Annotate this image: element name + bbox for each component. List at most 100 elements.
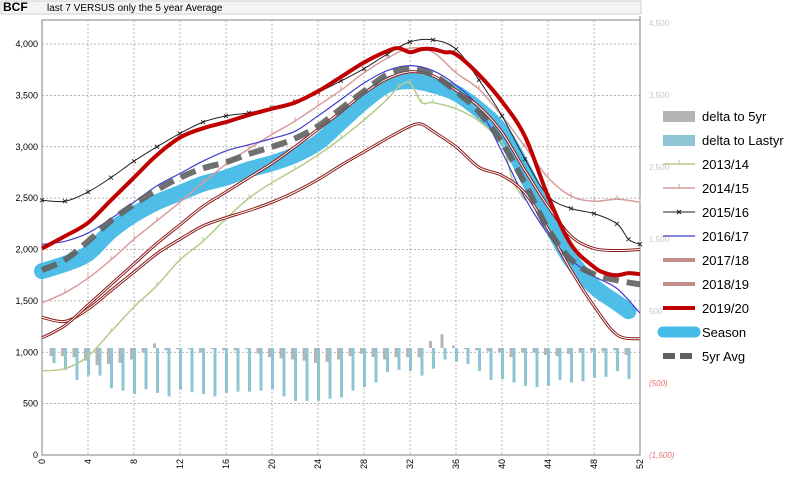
bar-delta-lastyr (455, 348, 458, 362)
series-2015-16-point (200, 119, 206, 125)
bar-delta-5yr (187, 348, 191, 350)
series-2015-16-point (637, 242, 643, 247)
bar-delta-5yr (452, 345, 455, 348)
series-2015-16-point (614, 221, 620, 227)
bar-delta-lastyr (190, 348, 194, 392)
series-2015-16-point (568, 206, 574, 211)
bar-delta-5yr (601, 348, 605, 352)
bar-delta-5yr (268, 348, 271, 358)
legend-2016-17-label: 2016/17 (702, 229, 749, 244)
bar-delta-5yr (141, 348, 145, 353)
bar-delta-5yr (440, 334, 444, 348)
bar-delta-lastyr (305, 348, 309, 401)
x-tick-label: 28 (359, 459, 369, 469)
bar-delta-lastyr (604, 348, 608, 377)
x-tick-label: 32 (405, 459, 415, 469)
bar-delta-lastyr (121, 348, 125, 391)
bar-delta-5yr (498, 348, 501, 353)
delta-bars (49, 334, 631, 401)
bar-delta-5yr (302, 348, 306, 361)
series-2017-18-line-inner (41, 123, 641, 340)
legend: delta to 5yr delta to Lastyr 2013/14 2014/1… (657, 109, 784, 364)
x-tick-label: 40 (497, 459, 507, 469)
bar-delta-lastyr (581, 348, 585, 382)
y-tick-label: 1,500 (15, 296, 38, 306)
y2-tick-label: 3,500 (649, 91, 670, 100)
bar-delta-5yr (578, 348, 582, 353)
bar-delta-5yr (256, 348, 260, 354)
y2-tick-label: 4,500 (649, 19, 670, 28)
chart-subtitle: last 7 VERSUS only the 5 year Average (47, 3, 223, 14)
legend-2015-16-label: 2015/16 (702, 205, 749, 220)
x-axis-ticks: 0 4 8 12 16 20 24 28 32 36 40 44 48 52 (37, 459, 645, 469)
bar-delta-lastyr (443, 348, 447, 360)
bar-delta-lastyr (397, 348, 401, 370)
series-2015-16-point (154, 144, 160, 150)
bar-delta-lastyr (98, 348, 102, 376)
bar-delta-lastyr (512, 348, 516, 383)
bar-delta-5yr (291, 348, 294, 360)
bar-delta-5yr (406, 348, 409, 358)
bar-delta-5yr (49, 348, 53, 357)
x-tick-label: 44 (543, 459, 553, 469)
legend-2015-16-marker (676, 209, 682, 215)
bar-delta-5yr (95, 348, 99, 366)
bar-delta-lastyr (248, 348, 251, 392)
legend-delta-to-lastyr-swatch (663, 135, 695, 146)
bar-delta-5yr (337, 348, 340, 360)
y2-tick-label: 2,500 (649, 163, 670, 172)
bar-delta-lastyr (501, 348, 504, 380)
bar-delta-lastyr (374, 348, 378, 383)
bar-delta-lastyr (340, 348, 343, 398)
bar-delta-5yr (279, 348, 283, 359)
bar-delta-5yr (417, 348, 421, 358)
bar-delta-5yr (222, 348, 225, 351)
bar-delta-5yr (176, 348, 179, 350)
legend-2014-15-label: 2014/15 (702, 181, 749, 196)
series-season-line (34, 73, 637, 320)
x-tick-label: 52 (635, 459, 645, 469)
y-tick-label: 4,000 (15, 39, 38, 49)
bar-delta-lastyr (432, 348, 435, 369)
series-2015-16-point (591, 211, 597, 216)
bar-delta-lastyr (535, 348, 539, 388)
bar-delta-lastyr (294, 348, 297, 401)
bar-delta-lastyr (409, 348, 412, 371)
series-2015-16-line (41, 38, 641, 245)
bar-delta-5yr (532, 348, 536, 353)
bar-delta-lastyr (225, 348, 228, 393)
bar-delta-5yr (475, 348, 478, 351)
bar-delta-5yr (245, 348, 248, 350)
series-2015-16-point (499, 113, 505, 119)
bar-delta-lastyr (144, 348, 148, 390)
bar-delta-lastyr (478, 348, 481, 371)
bar-delta-5yr (486, 348, 490, 352)
y-axis-ticks: 0 500 1,000 1,500 2,000 2,500 3,000 3,500 4,000 (15, 39, 38, 460)
bar-delta-lastyr (271, 348, 274, 390)
bar-delta-lastyr (466, 348, 470, 365)
bar-delta-lastyr (616, 348, 619, 371)
legend-delta-to-lastyr-label: delta to Lastyr (702, 133, 784, 148)
bar-delta-5yr (210, 348, 214, 350)
bar-delta-5yr (348, 348, 352, 357)
bar-delta-5yr (429, 341, 432, 348)
series-2015-16-point (430, 37, 436, 43)
bar-delta-lastyr (282, 348, 286, 397)
y2-axis-ticks: 4,500 3,500 2,500 1,500 500 (500) (1,500) (649, 19, 675, 460)
x-tick-label: 36 (451, 459, 461, 469)
bar-delta-5yr (61, 348, 64, 357)
x-tick-label: 12 (175, 459, 185, 469)
series-2015-16-point (62, 198, 68, 204)
y-tick-label: 3,000 (15, 142, 38, 152)
y2-tick-label: 500 (649, 307, 663, 316)
bar-delta-lastyr (547, 348, 550, 386)
bar-delta-5yr (107, 348, 110, 365)
bar-delta-5yr (555, 348, 559, 357)
bar-delta-5yr (153, 343, 156, 348)
series-lines (34, 37, 643, 372)
bar-delta-5yr (314, 348, 317, 363)
bar-delta-5yr (590, 348, 593, 352)
series-2015-16-point (453, 46, 459, 52)
bar-delta-5yr (509, 348, 513, 358)
